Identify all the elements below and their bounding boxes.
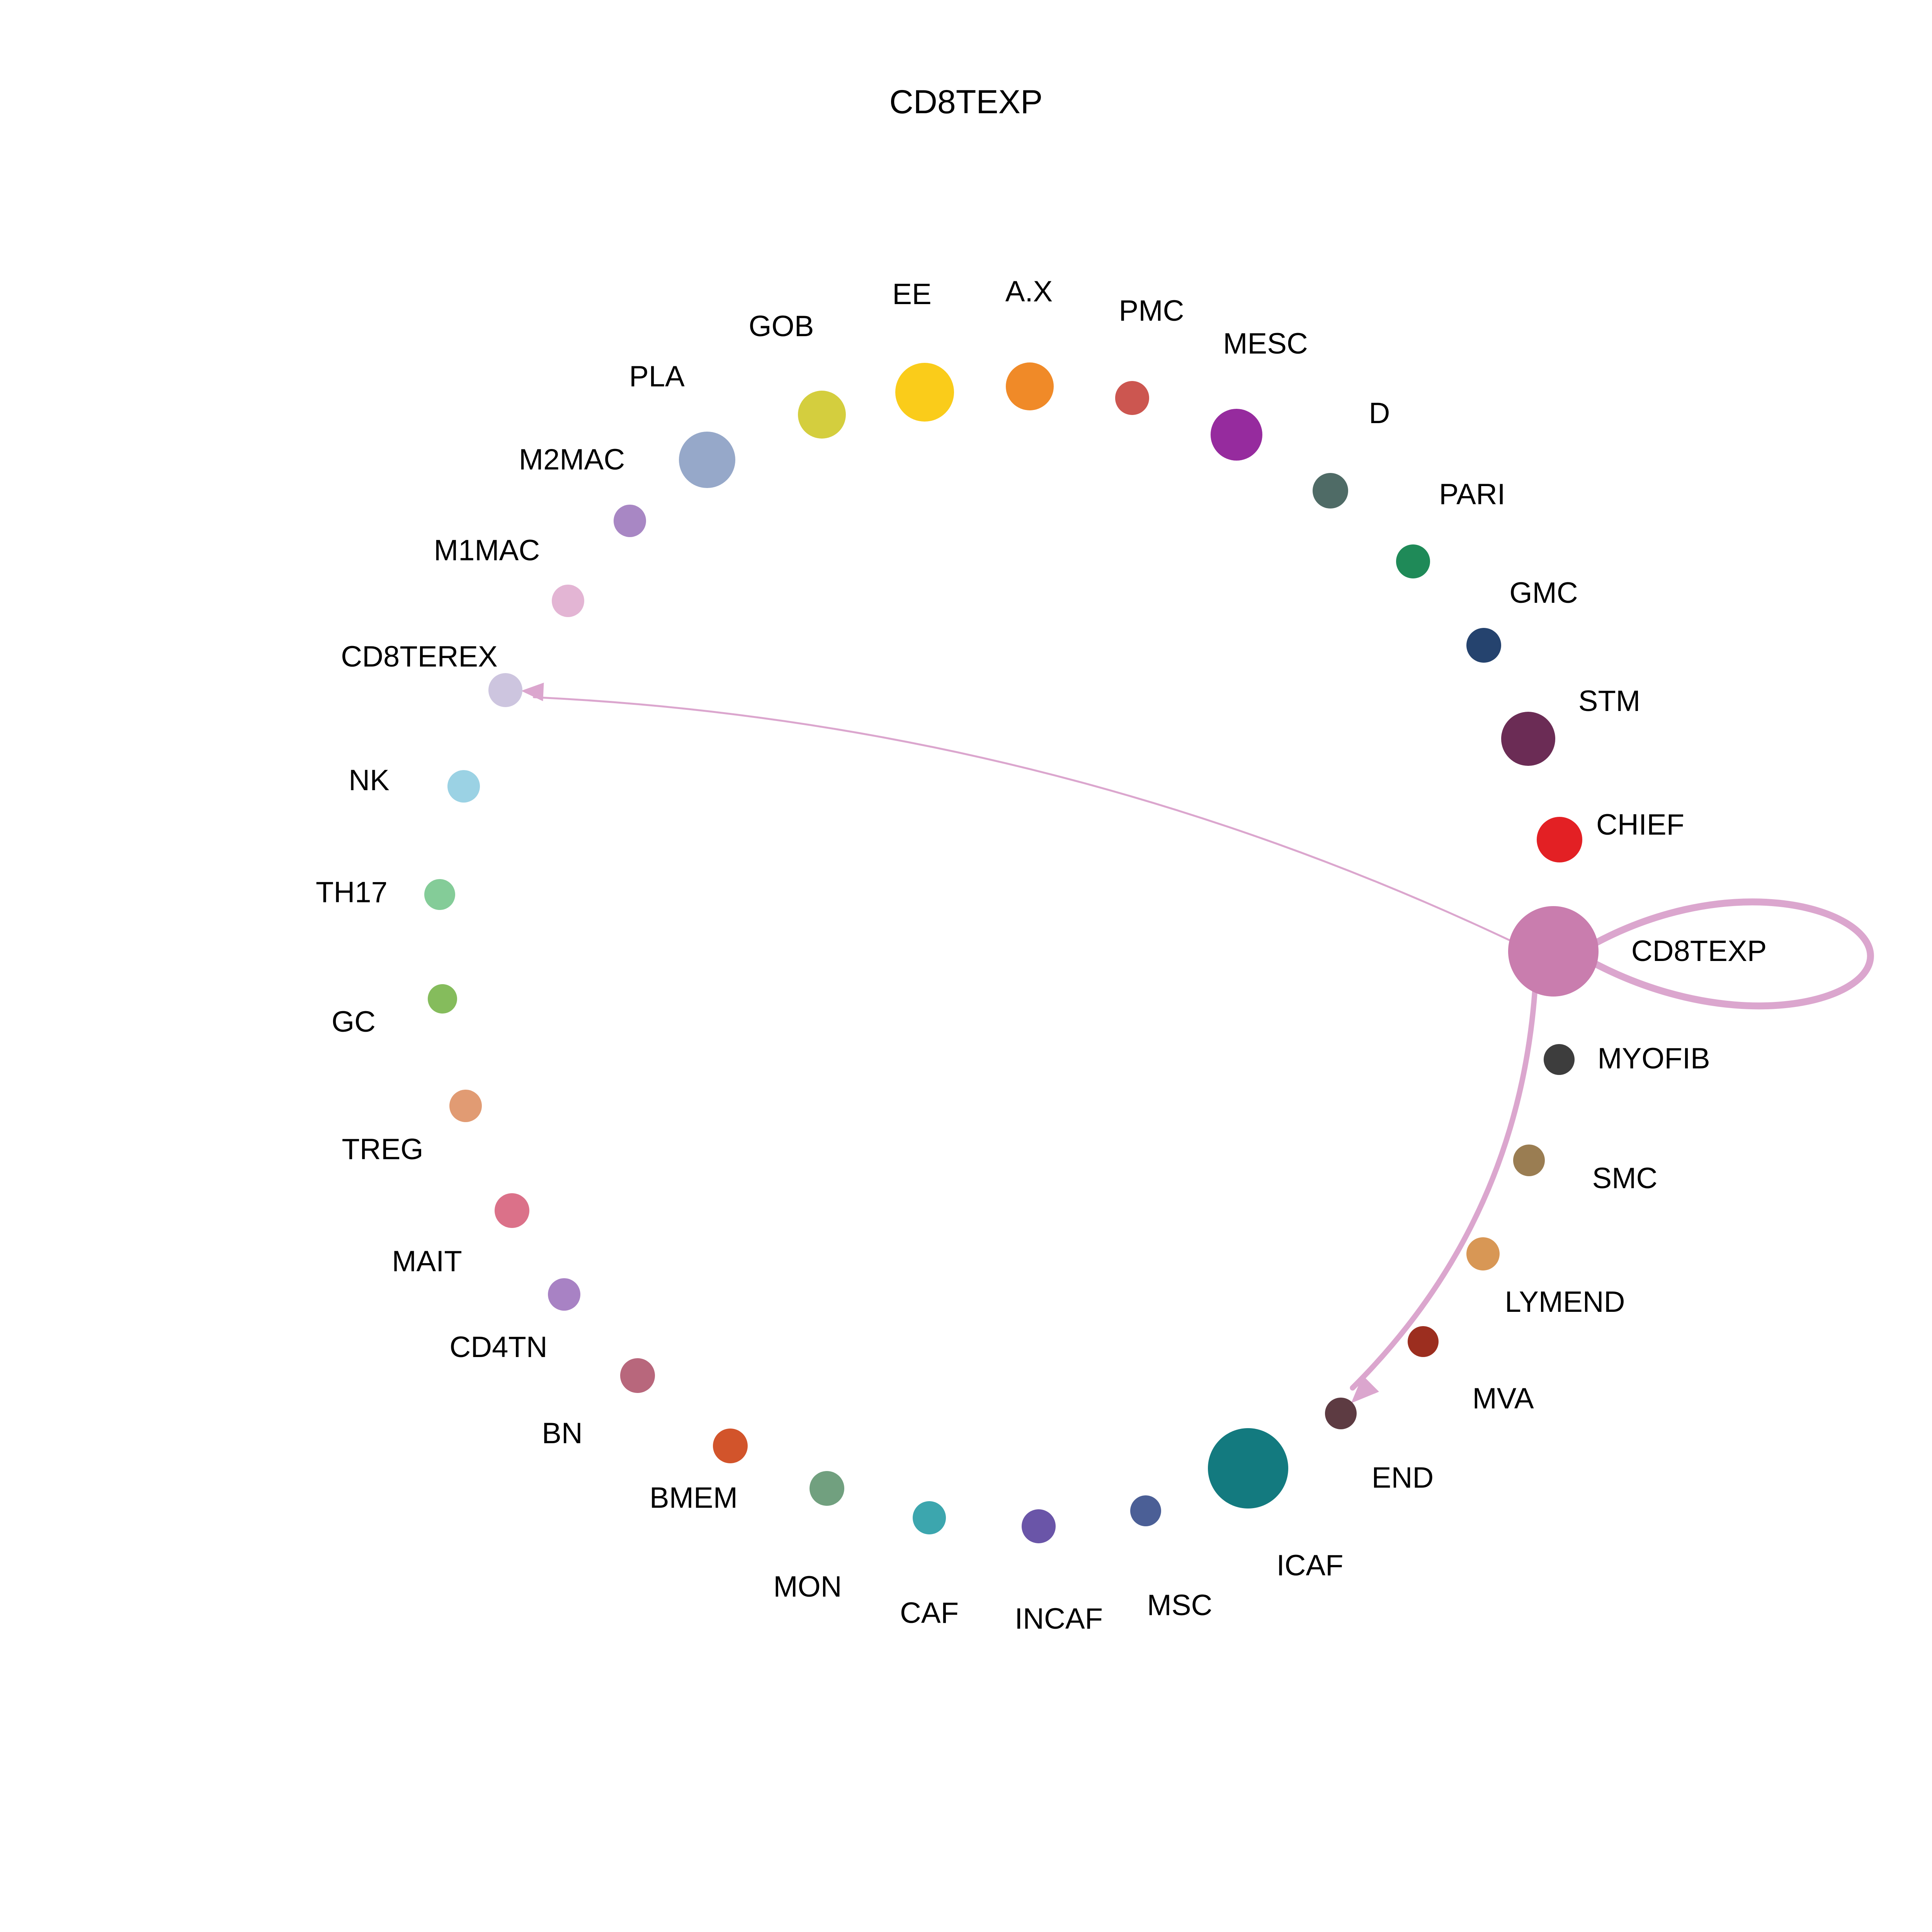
graph-node-LYMEND[interactable] (1466, 1237, 1500, 1270)
graph-node-PARI[interactable] (1396, 544, 1430, 578)
graph-node-CD8TEREX[interactable] (488, 673, 522, 707)
graph-node-MON[interactable] (810, 1471, 844, 1506)
node-label-M1MAC: M1MAC (434, 534, 540, 567)
node-label-MSC: MSC (1147, 1589, 1213, 1622)
graph-node-EE[interactable] (895, 363, 954, 422)
graph-node-PLA[interactable] (679, 432, 735, 488)
graph-node-CAF[interactable] (913, 1501, 946, 1534)
edge-CD8TEXP-to-END (1350, 989, 1538, 1391)
graph-node-ICAF[interactable] (1208, 1428, 1288, 1509)
graph-node-CHIEF[interactable] (1537, 817, 1582, 862)
node-label-ICAF: ICAF (1276, 1549, 1344, 1582)
node-label-MESC: MESC (1223, 327, 1308, 360)
node-label-CHIEF: CHIEF (1596, 808, 1684, 841)
node-label-LYMEND: LYMEND (1505, 1286, 1625, 1318)
graph-node-A.X[interactable] (1006, 362, 1054, 410)
node-layer (424, 362, 1599, 1543)
node-label-MVA: MVA (1472, 1382, 1534, 1415)
node-label-GC: GC (332, 1005, 376, 1038)
graph-node-M2MAC[interactable] (614, 505, 646, 537)
graph-node-MYOFIB[interactable] (1544, 1044, 1575, 1075)
node-label-MAIT: MAIT (392, 1245, 462, 1278)
graph-node-BMEM[interactable] (713, 1429, 748, 1463)
edge-self-loop-CD8TEXP (1570, 898, 1874, 1010)
graph-node-MAIT[interactable] (495, 1193, 529, 1228)
node-label-SMC: SMC (1592, 1162, 1658, 1195)
graph-node-END[interactable] (1325, 1398, 1357, 1429)
node-label-BMEM: BMEM (650, 1481, 738, 1514)
graph-node-TH17[interactable] (424, 879, 455, 910)
graph-node-CD4TN[interactable] (548, 1278, 580, 1311)
graph-node-INCAF[interactable] (1022, 1509, 1056, 1543)
graph-node-MESC[interactable] (1211, 409, 1262, 461)
graph-node-TREG[interactable] (449, 1090, 482, 1122)
node-label-GOB: GOB (748, 310, 814, 343)
node-label-INCAF: INCAF (1015, 1602, 1103, 1635)
node-label-PARI: PARI (1439, 478, 1505, 511)
graph-node-GOB[interactable] (798, 391, 846, 439)
node-label-NK: NK (349, 764, 389, 797)
node-label-M2MAC: M2MAC (519, 443, 625, 476)
node-label-CD8TEREX: CD8TEREX (341, 640, 498, 673)
page-title: CD8TEXP (889, 83, 1043, 121)
node-label-END: END (1371, 1461, 1434, 1494)
node-label-TH17: TH17 (316, 876, 388, 909)
node-label-PLA: PLA (629, 360, 685, 393)
edge-CD8TEXP-to-CD8TEREX (533, 696, 1512, 942)
node-label-MON: MON (773, 1570, 842, 1603)
graph-node-CD8TEXP[interactable] (1508, 906, 1599, 997)
node-label-STM: STM (1578, 685, 1641, 718)
graph-node-BN[interactable] (620, 1358, 655, 1393)
node-label-MYOFIB: MYOFIB (1597, 1042, 1710, 1075)
node-label-CD4TN: CD4TN (449, 1331, 548, 1364)
edge-layer (521, 682, 1874, 1403)
node-label-PMC: PMC (1119, 294, 1184, 327)
edge-arrowhead-CD8TEREX (521, 682, 544, 701)
node-label-D: D (1369, 397, 1390, 430)
graph-node-GMC[interactable] (1466, 628, 1501, 663)
graph-node-MVA[interactable] (1408, 1326, 1439, 1357)
node-label-CAF: CAF (900, 1597, 959, 1629)
node-label-TREG: TREG (342, 1133, 423, 1166)
node-label-EE: EE (892, 278, 932, 311)
graph-node-GC[interactable] (428, 984, 457, 1014)
node-label-CD8TEXP: CD8TEXP (1631, 935, 1767, 968)
graph-node-PMC[interactable] (1115, 381, 1149, 415)
node-label-A.X: A.X (1005, 275, 1053, 308)
node-label-GMC: GMC (1509, 577, 1578, 609)
graph-node-STM[interactable] (1501, 712, 1555, 766)
graph-node-D[interactable] (1313, 473, 1348, 509)
node-label-BN: BN (542, 1417, 583, 1450)
graph-node-MSC[interactable] (1130, 1495, 1161, 1526)
graph-node-SMC[interactable] (1513, 1145, 1545, 1176)
graph-node-M1MAC[interactable] (552, 585, 584, 617)
edge-arrowhead-END (1351, 1375, 1379, 1403)
graph-node-NK[interactable] (447, 770, 480, 803)
